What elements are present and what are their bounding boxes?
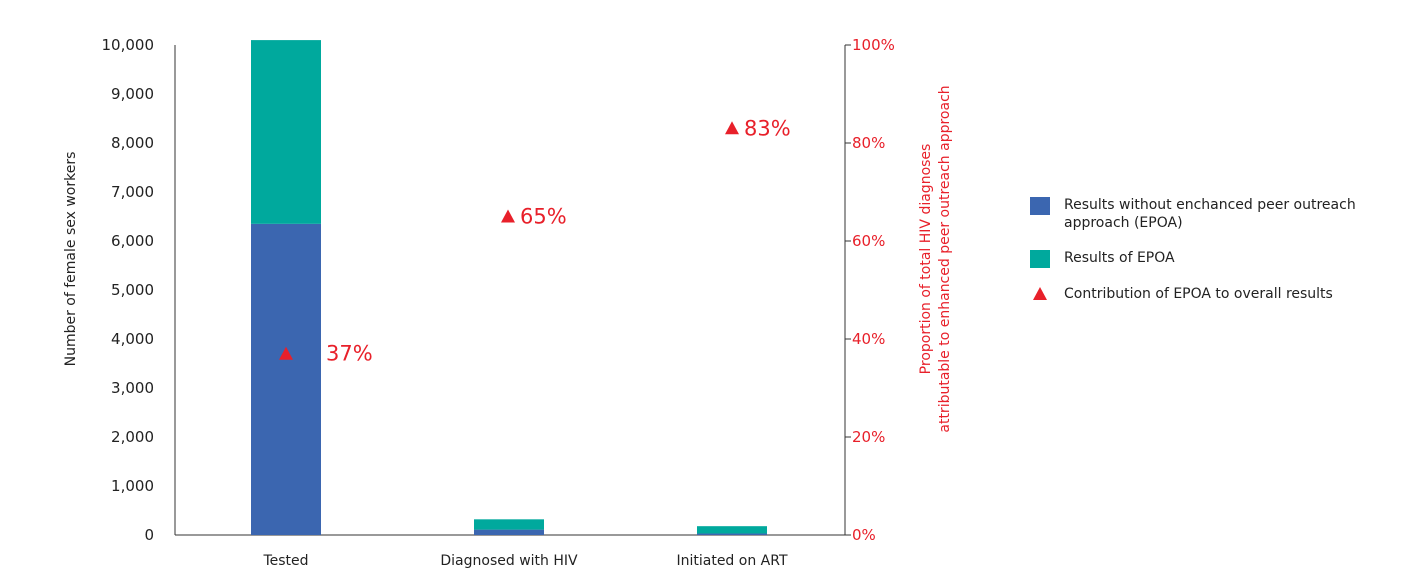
left-tick-label: 9,000	[111, 85, 154, 103]
contribution-layer: 37% 65% 83%	[279, 116, 791, 366]
category-label: Tested	[262, 553, 308, 569]
axes-layer: 0 1,000 2,000 3,000 4,000 5,000 6,000 7,000 8,00…	[102, 36, 895, 569]
right-tick-label: 0%	[852, 526, 876, 544]
category-label: Diagnosed with HIV	[440, 553, 578, 569]
right-tick-label: 100%	[852, 36, 895, 54]
right-tick-label: 60%	[852, 232, 885, 250]
bar-without-epoa	[697, 533, 767, 535]
right-tick-label: 80%	[852, 134, 885, 152]
contribution-label: 65%	[520, 205, 567, 229]
bar-without-epoa	[474, 529, 544, 535]
bar-epoa	[697, 526, 767, 534]
left-tick-label: 3,000	[111, 379, 154, 397]
contribution-label: 37%	[326, 342, 373, 366]
legend-label-epoa: Results of EPOA	[1064, 250, 1175, 266]
legend-item-contribution: Contribution of EPOA to overall results	[1030, 285, 1390, 303]
legend-label-contribution: Contribution of EPOA to overall results	[1064, 286, 1333, 302]
left-tick-label: 6,000	[111, 232, 154, 250]
legend-item-without-epoa: Results without enchanced peer outreach …	[1030, 196, 1390, 232]
left-tick-label: 10,000	[102, 36, 155, 54]
right-tick-label: 40%	[852, 330, 885, 348]
bar-without-epoa	[251, 223, 321, 535]
legend-swatch-without-epoa	[1030, 197, 1050, 215]
contribution-marker	[725, 121, 739, 135]
legend-item-epoa: Results of EPOA	[1030, 249, 1390, 268]
legend: Results without enchanced peer outreach …	[1030, 196, 1390, 320]
contribution-marker	[501, 209, 515, 223]
bar-epoa	[251, 40, 321, 224]
category-label: Initiated on ART	[676, 553, 787, 569]
left-axis-title: Number of female sex workers	[63, 152, 79, 367]
left-tick-label: 8,000	[111, 134, 154, 152]
left-tick-label: 5,000	[111, 281, 154, 299]
legend-swatch-epoa	[1030, 250, 1050, 268]
contribution-marker	[279, 346, 293, 360]
right-axis-title-line2: attributable to enhanced peer outreach a…	[937, 85, 953, 432]
left-tick-label: 0	[144, 526, 154, 544]
right-axis-title-line1: Proportion of total HIV diagnoses	[918, 144, 934, 375]
legend-label-without-epoa: Results without enchanced peer outreach …	[1064, 197, 1356, 231]
left-tick-label: 1,000	[111, 477, 154, 495]
contribution-label: 83%	[744, 116, 791, 140]
left-tick-label: 4,000	[111, 330, 154, 348]
bar-epoa	[474, 519, 544, 530]
left-tick-label: 7,000	[111, 183, 154, 201]
left-tick-label: 2,000	[111, 428, 154, 446]
right-tick-label: 20%	[852, 428, 885, 446]
bars-layer	[251, 40, 767, 535]
triangle-icon	[1030, 285, 1050, 300]
